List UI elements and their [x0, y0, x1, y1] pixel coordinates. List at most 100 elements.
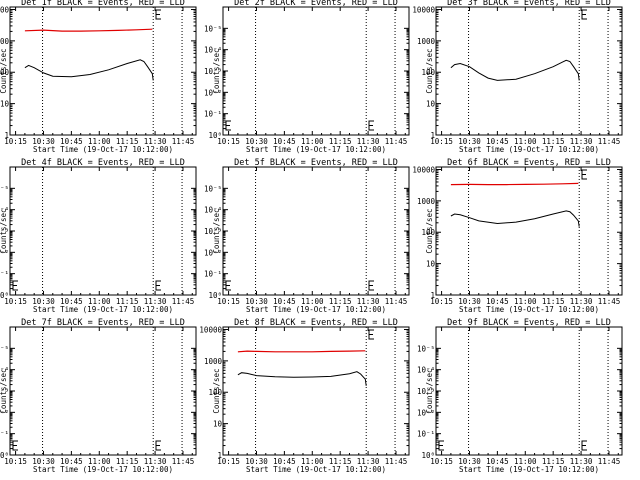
- plot-frame: [222, 166, 410, 296]
- x-tick-label: 11:30: [144, 137, 167, 146]
- y-tick-label: 10⁰: [208, 291, 222, 300]
- y-tick-label: 10⁻¹: [417, 430, 435, 439]
- y-tick-label: 10⁻³: [417, 387, 435, 396]
- end-bracket-marker: [155, 440, 162, 451]
- y-tick-label: 10⁻⁵: [204, 24, 222, 33]
- x-tick-label: 11:00: [88, 297, 111, 306]
- x-tick-label: 11:45: [172, 137, 195, 146]
- y-tick-label: 100: [421, 68, 435, 77]
- x-tick-label: 11:45: [598, 297, 621, 306]
- y-tick-label: 1: [430, 131, 435, 140]
- end-bracket-marker: [581, 169, 588, 180]
- events-series-line: [450, 210, 580, 227]
- y-tick-label: 10⁻⁵: [0, 184, 9, 193]
- start-bracket-marker: [225, 280, 231, 291]
- y-tick-label: 10: [0, 100, 9, 109]
- x-tick-label: 10:15: [4, 137, 27, 146]
- end-bracket-marker: [368, 120, 375, 131]
- x-axis-label: Start Time (19-Oct-17 10:12:00): [33, 305, 173, 314]
- x-tick-label: 11:00: [88, 457, 111, 466]
- y-tick-label: 10⁻⁵: [0, 344, 9, 353]
- x-tick-label: 11:30: [357, 297, 380, 306]
- x-tick-label: 10:15: [217, 457, 240, 466]
- plot-frame: [435, 6, 623, 136]
- x-tick-label: 11:30: [144, 457, 167, 466]
- x-tick-label: 10:15: [217, 297, 240, 306]
- y-tick-label: 1: [430, 291, 435, 300]
- panel-det-1f: Det 1f BLACK = Events, RED = LLD 10:15 10:…: [0, 0, 197, 154]
- x-tick-label: 10:30: [458, 457, 481, 466]
- x-tick-label: 10:30: [458, 297, 481, 306]
- plot-frame: [435, 166, 623, 296]
- x-tick-label: 10:15: [217, 137, 240, 146]
- panel-title: Det 8f BLACK = Events, RED = LLD: [234, 318, 398, 328]
- end-bracket-marker: [368, 329, 375, 340]
- x-tick-label: 10:15: [430, 137, 453, 146]
- x-tick-label: 11:15: [116, 457, 139, 466]
- y-tick-label: 10⁻²: [204, 248, 222, 257]
- x-tick-label: 10:30: [458, 137, 481, 146]
- x-tick-label: 11:30: [570, 457, 593, 466]
- y-tick-label: 10⁻³: [0, 387, 9, 396]
- y-tick-label: 10⁻¹: [204, 110, 222, 119]
- x-tick-label: 10:45: [273, 137, 296, 146]
- y-axis-label: Counts/sec: [425, 48, 434, 93]
- x-tick-label: 11:00: [514, 137, 537, 146]
- y-tick-label: 10000: [412, 165, 435, 174]
- end-bracket-marker: [155, 280, 162, 291]
- y-axis-label: Counts/sec: [0, 368, 8, 413]
- panel-title: Det 7f BLACK = Events, RED = LLD: [21, 318, 185, 328]
- y-tick-label: 1: [217, 451, 222, 460]
- y-tick-label: 1: [4, 131, 9, 140]
- end-bracket-marker: [581, 440, 588, 451]
- y-tick-label: 1000: [417, 37, 436, 46]
- x-tick-label: 11:30: [570, 297, 593, 306]
- x-tick-label: 11:15: [329, 137, 352, 146]
- lld-series-line: [450, 182, 579, 186]
- panel-det-2f: Det 2f BLACK = Events, RED = LLD 10:15 10:…: [204, 0, 410, 154]
- x-tick-label: 11:30: [570, 137, 593, 146]
- x-axis-label: Start Time (19-Oct-17 10:12:00): [246, 465, 386, 474]
- x-tick-label: 10:15: [430, 297, 453, 306]
- panel-title: Det 3f BLACK = Events, RED = LLD: [447, 0, 611, 8]
- y-axis-label: Counts/sec: [425, 208, 434, 253]
- x-tick-label: 11:15: [329, 297, 352, 306]
- plot-frame: [222, 326, 410, 456]
- y-tick-label: 10⁻⁵: [417, 344, 435, 353]
- y-tick-label: 10: [426, 100, 436, 109]
- y-tick-label: 10⁰: [421, 451, 435, 460]
- y-tick-label: 10000: [199, 325, 222, 334]
- x-tick-label: 11:15: [116, 137, 139, 146]
- y-axis-label: Counts/sec: [425, 368, 434, 413]
- events-series-line: [24, 59, 154, 81]
- y-tick-label: 10⁻¹: [204, 270, 222, 279]
- events-series-line: [450, 59, 580, 81]
- y-tick-label: 10⁻³: [204, 67, 222, 76]
- y-tick-label: 10⁻⁴: [0, 206, 9, 215]
- panel-title: Det 5f BLACK = Events, RED = LLD: [234, 158, 398, 168]
- y-tick-label: 10⁻¹: [0, 430, 9, 439]
- x-axis-label: Start Time (19-Oct-17 10:12:00): [246, 145, 386, 154]
- end-bracket-marker: [155, 9, 162, 20]
- x-tick-label: 11:00: [514, 297, 537, 306]
- x-tick-label: 10:45: [60, 297, 83, 306]
- panel-title: Det 6f BLACK = Events, RED = LLD: [447, 158, 611, 168]
- y-tick-label: 10⁻¹: [0, 270, 9, 279]
- y-tick-label: 1000: [204, 357, 223, 366]
- x-tick-label: 11:45: [385, 297, 408, 306]
- y-tick-label: 10⁻³: [204, 227, 222, 236]
- x-tick-label: 10:45: [273, 457, 296, 466]
- x-tick-label: 11:45: [385, 457, 408, 466]
- x-tick-label: 10:45: [273, 297, 296, 306]
- x-tick-label: 10:30: [245, 457, 268, 466]
- x-tick-label: 10:30: [245, 137, 268, 146]
- y-tick-label: 10: [213, 420, 223, 429]
- x-tick-label: 10:30: [32, 297, 55, 306]
- lld-series-line: [24, 28, 153, 32]
- x-tick-label: 11:30: [357, 457, 380, 466]
- y-tick-label: 10: [426, 260, 436, 269]
- x-tick-label: 11:15: [116, 297, 139, 306]
- y-tick-label: 10⁻⁴: [204, 206, 222, 215]
- start-bracket-marker: [12, 440, 18, 451]
